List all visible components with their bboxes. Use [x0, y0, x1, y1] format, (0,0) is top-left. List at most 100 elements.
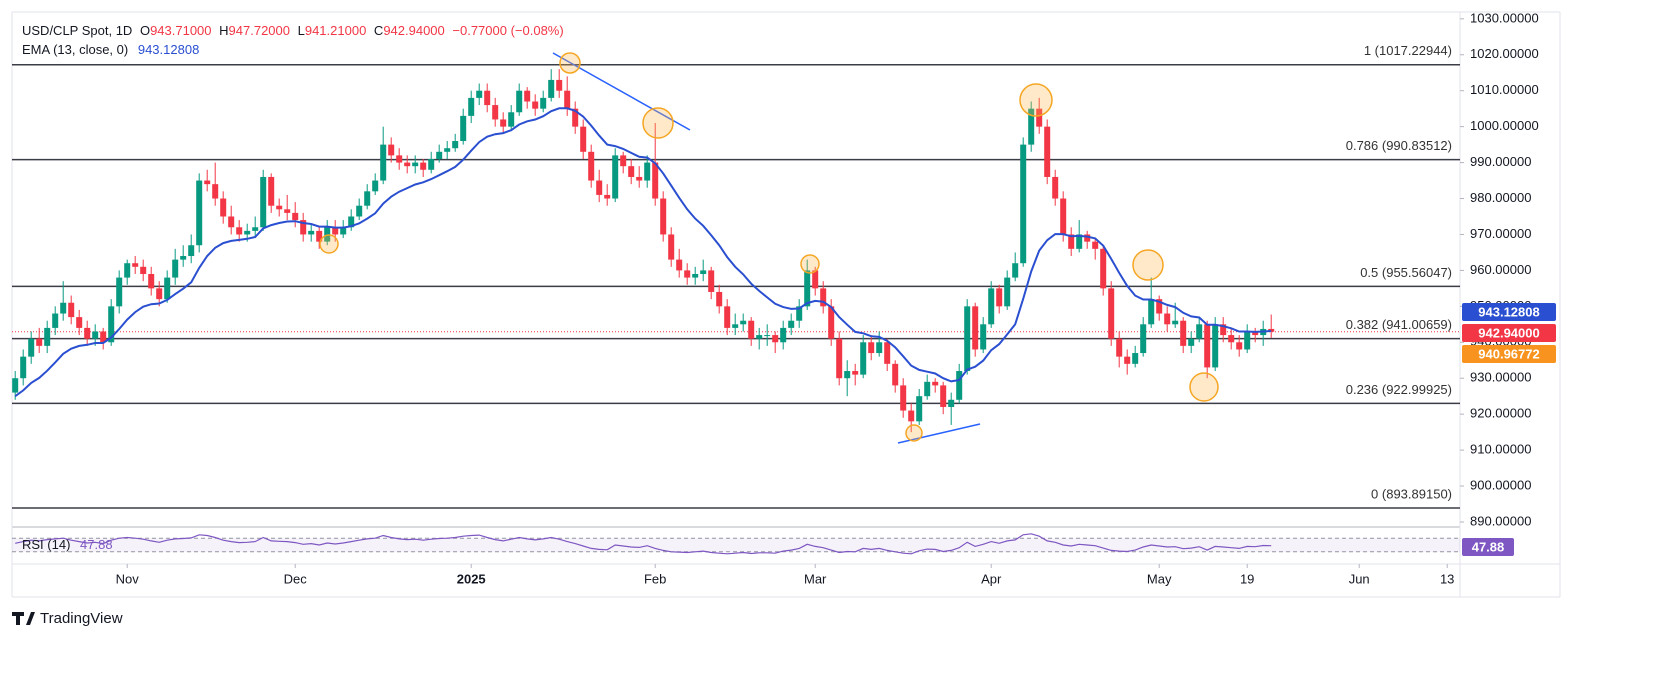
candle-body: [260, 176, 267, 228]
candle-body: [156, 288, 163, 300]
fib-label: 0.5 (955.56047): [1360, 265, 1452, 280]
candle-body: [772, 335, 779, 343]
candle-body: [460, 115, 467, 142]
candle-body: [1060, 198, 1067, 235]
y-tick-label: 1030.00000: [1470, 10, 1539, 25]
candle-body: [444, 148, 451, 152]
candle-body: [100, 331, 107, 343]
candle-body: [1052, 176, 1059, 199]
candle-body: [68, 302, 75, 318]
candle-body: [780, 327, 787, 343]
candle-body: [884, 342, 891, 364]
candle-body: [364, 191, 371, 206]
candle-body: [1172, 320, 1179, 325]
ema-legend: EMA (13, close, 0) 943.12808: [22, 42, 199, 57]
candle-body: [732, 324, 739, 328]
y-tick-label: 1000.00000: [1470, 118, 1539, 133]
candle-body: [836, 338, 843, 379]
candle-body: [916, 396, 923, 422]
candle-body: [876, 342, 883, 354]
candle-body: [524, 90, 531, 102]
candle-body: [708, 270, 715, 292]
y-tick-label: 920.00000: [1470, 406, 1531, 421]
candle-body: [764, 335, 771, 337]
candle-body: [1220, 324, 1227, 336]
highlight-circle: [642, 107, 674, 139]
candle-body: [300, 220, 307, 235]
trend-line: [552, 52, 691, 131]
fib-label: 0 (893.89150): [1371, 486, 1452, 501]
price-badge: [1462, 345, 1556, 363]
x-tick-label: Apr: [981, 571, 1002, 586]
ema-value: 943.12808: [138, 42, 199, 57]
candle-body: [636, 176, 643, 181]
highlight-circle: [319, 234, 339, 254]
price-badge: [1462, 303, 1556, 321]
candle-body: [908, 410, 915, 422]
candle-body: [924, 381, 931, 397]
candle-body: [900, 385, 907, 411]
candle-body: [404, 162, 411, 167]
candle-body: [492, 105, 499, 120]
candle-body: [1076, 234, 1083, 249]
candle-body: [1036, 108, 1043, 127]
candle-body: [980, 324, 987, 350]
candle-body: [1084, 234, 1091, 242]
candle-body: [436, 151, 443, 159]
candle-body: [196, 180, 203, 246]
candle-body: [852, 371, 859, 375]
rsi-band-fill: [12, 538, 1460, 552]
candle-body: [756, 335, 763, 339]
candle-body: [572, 108, 579, 127]
candle-body: [284, 209, 291, 213]
candle-body: [1204, 324, 1211, 368]
y-tick-label: 960.00000: [1470, 262, 1531, 277]
candle-body: [740, 320, 747, 325]
candle-body: [956, 371, 963, 400]
candle-body: [532, 101, 539, 109]
fib-layer: 1 (1017.22944) 0.786 (990.83512) 0.5 (955.…: [12, 43, 1460, 553]
ema-name: EMA (13, close, 0): [22, 42, 128, 57]
y-tick-label: 930.00000: [1470, 370, 1531, 385]
rsi-name: RSI (14): [22, 537, 70, 552]
candle-body: [844, 371, 851, 379]
candle-body: [1092, 241, 1099, 249]
candle-body: [340, 227, 347, 235]
candle-body: [716, 291, 723, 307]
candle-body: [1228, 335, 1235, 343]
legend-key: H: [219, 23, 228, 38]
candle-body: [540, 97, 547, 109]
y-tick-label: 1020.00000: [1470, 46, 1539, 61]
candle-body: [428, 158, 435, 170]
brand: TradingView: [12, 610, 123, 627]
candle-body: [1044, 126, 1051, 177]
legend-value: 941.21000: [305, 23, 366, 38]
candle-body: [1268, 328, 1275, 332]
x-tick-label: 2025: [457, 571, 486, 586]
x-tick-label: Jun: [1349, 571, 1370, 586]
symbol: USD/CLP Spot, 1D: [22, 23, 132, 38]
candle-body: [868, 342, 875, 354]
candle-body: [372, 180, 379, 192]
candle-body: [700, 270, 707, 274]
highlight-circle: [800, 254, 820, 274]
price-badge-label: 940.96772: [1478, 346, 1539, 361]
candle-body: [804, 270, 811, 307]
y-tick-label: 980.00000: [1470, 190, 1531, 205]
candle-body: [276, 205, 283, 210]
candle-body: [172, 259, 179, 278]
x-tick-label: 19: [1240, 571, 1254, 586]
candle-body: [508, 112, 515, 127]
candle-body: [244, 230, 251, 235]
legend-value: 943.71000: [150, 23, 211, 38]
candle-body: [108, 306, 115, 343]
candle-body: [892, 363, 899, 386]
candle-body: [964, 306, 971, 372]
candle-body: [972, 306, 979, 350]
candle-body: [28, 338, 35, 357]
candle-body: [52, 313, 59, 328]
price-badge-label: 942.94000: [1478, 325, 1539, 340]
fib-label: 0.236 (922.99925): [1346, 382, 1452, 397]
candle-body: [332, 227, 339, 235]
